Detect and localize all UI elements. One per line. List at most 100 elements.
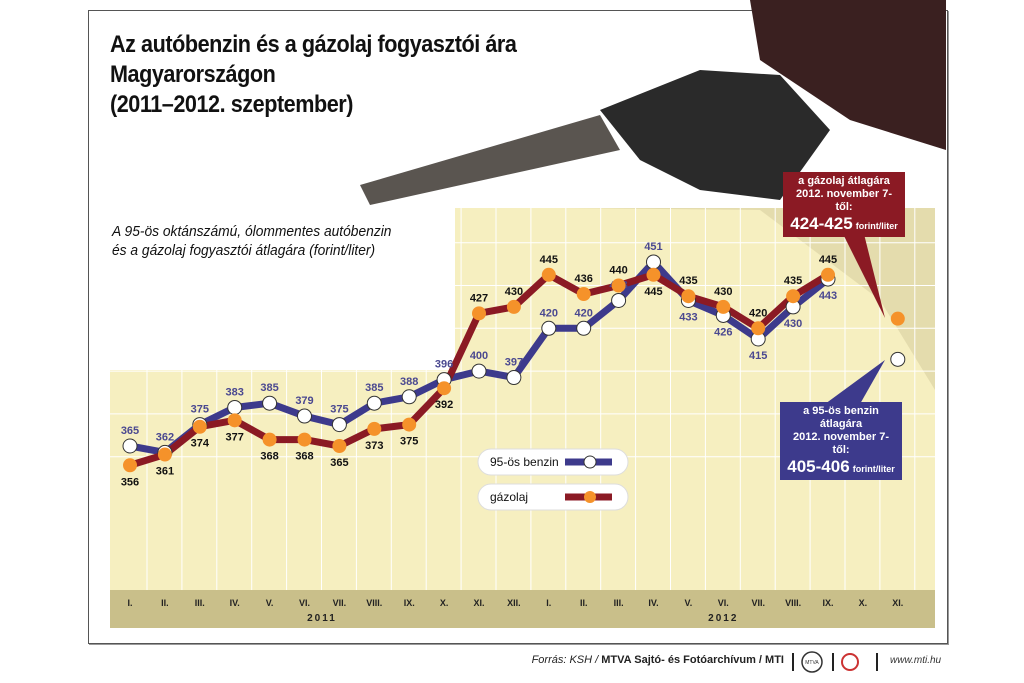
x-tick-label: II. [161,598,169,608]
legend-item [477,448,629,476]
data-point [366,395,382,411]
data-label: 373 [365,440,383,452]
data-point [821,267,835,282]
data-label: 356 [121,476,139,488]
data-label: 361 [156,466,174,478]
data-label: 445 [540,254,558,266]
data-label: 385 [260,382,278,394]
data-label: 415 [749,350,767,362]
data-label: 435 [784,275,802,287]
x-tick-label: V. [266,598,274,608]
data-point [786,289,801,304]
forecast-point [890,311,905,326]
x-tick-label: I. [546,598,551,608]
data-point [262,395,278,411]
data-label: 365 [121,425,139,437]
data-label: 430 [714,286,732,298]
data-point [646,267,661,282]
data-label: 375 [400,436,418,448]
x-tick-label: XI. [473,598,484,608]
x-tick-label: IV. [230,598,240,608]
data-point [122,438,138,454]
data-point [297,408,312,424]
x-tick-label: I. [127,598,132,608]
x-tick-label: XII. [507,598,521,608]
data-label: 420 [575,307,593,319]
x-tick-label: VIII. [785,598,801,608]
source-prefix: Forrás: KSH / [531,654,602,666]
data-label: 379 [295,395,313,407]
website-link[interactable]: www.mti.hu [890,655,942,666]
data-point [681,289,696,304]
legend-label: 95-ös benzin [490,455,559,469]
data-label: 383 [226,386,244,398]
data-label: 365 [330,457,348,469]
data-label: 430 [505,286,523,298]
data-point [367,421,382,436]
x-tick-label: IX. [822,598,833,608]
data-point [297,432,312,447]
source-credit: Forrás: KSH / MTVA Sajtó- és Fotóarchívu… [532,654,784,666]
callout-text: a gázolaj átlagára [798,175,890,187]
data-point [331,417,347,433]
x-tick-label: VI. [299,598,310,608]
data-point [123,458,137,473]
subtitle-line: és a gázolaj fogyasztói átlagára (forint… [112,242,376,259]
data-label: 375 [191,404,209,416]
mti-logo [841,653,859,671]
data-point [611,292,627,308]
callout-text: 2012. november 7-től: [793,431,889,456]
legend-item [477,483,629,511]
data-point [227,399,243,415]
petrol-callout-pointer [825,360,885,404]
callout-unit: forint/liter [852,464,895,474]
data-label: 388 [400,376,418,388]
x-tick-label: XI. [892,598,903,608]
x-tick-label: III. [614,598,624,608]
data-label: 427 [470,292,488,304]
x-tick-label: V. [685,598,693,608]
mtva-logo-text: MTVA [805,660,819,666]
data-label: 400 [470,350,488,362]
data-point [576,320,592,336]
data-point [751,321,766,336]
chart-subtitle: A 95-ös oktánszámú, ólommentes autóbenzi… [112,222,391,260]
x-tick-label: IX. [404,598,415,608]
data-point [471,363,487,379]
callout-text: 2012. november 7-től: [796,188,892,213]
x-tick-label: VII. [333,598,347,608]
data-label: 445 [644,286,662,298]
data-label: 420 [540,307,558,319]
data-point [541,320,557,336]
petrol-callout: a 95-ös benzin átlagára 2012. november 7… [780,402,902,480]
data-label: 435 [679,275,697,287]
data-point [472,306,486,321]
callout-value: 424-425 [790,214,853,233]
footer-logos: MTVA [792,651,878,673]
forecast-point [890,351,906,367]
data-point [506,299,521,314]
x-tick-label: X. [859,598,868,608]
data-point [192,419,207,434]
callout-value: 405-406 [787,457,850,476]
data-point [227,413,242,428]
x-tick-label: IV. [648,598,658,608]
title-line: Magyarországon [110,61,276,88]
legend-label: gázolaj [490,490,528,504]
x-axis-band [110,590,935,628]
data-point [437,381,452,396]
nozzle-spout-image [360,115,620,205]
data-label: 420 [749,307,767,319]
x-tick-label: X. [440,598,449,608]
data-point [402,417,417,432]
nozzle-shadow-image [560,208,935,390]
data-point [262,432,277,447]
mtva-logo [801,651,823,673]
data-point [541,267,556,282]
data-label: 396 [435,359,453,371]
data-point [506,370,522,386]
data-label: 433 [679,311,697,323]
data-label: 374 [191,438,210,450]
data-label: 368 [295,451,313,463]
diesel-callout-pointer [835,218,885,318]
